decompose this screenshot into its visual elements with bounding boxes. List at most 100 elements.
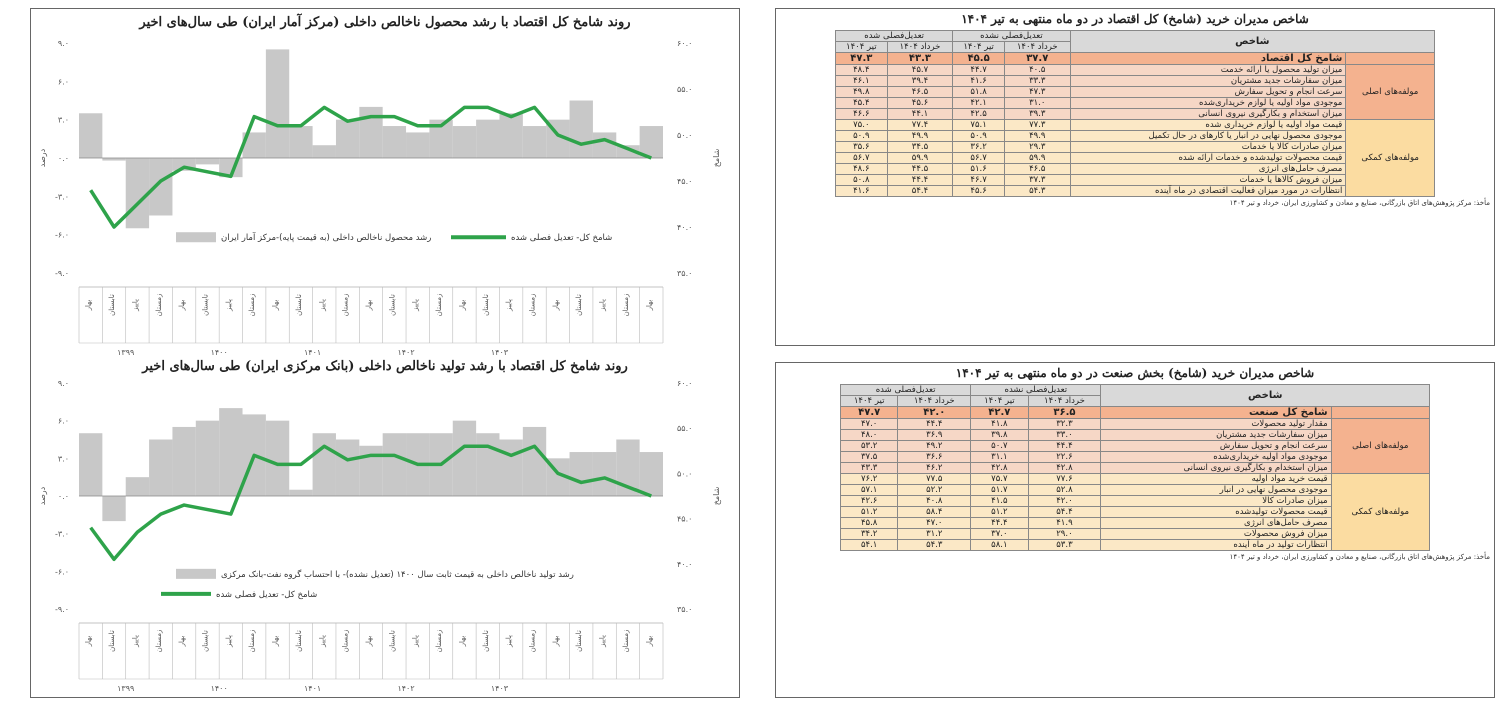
row-value: ۳۷.۰ [970,528,1029,540]
bar [172,426,196,496]
chart2-title: روند شامخ کل اقتصاد با رشد تولید ناخالص … [142,359,628,374]
left-tick-label: -۶.۰ [55,231,69,240]
row-value: ۴۲.۰ [1027,495,1102,507]
pmi-line [89,444,652,562]
row-value: ۵۴.۴ [886,185,954,197]
category-label: تابستان [201,294,209,316]
row-value: ۵۶.۷ [835,152,888,164]
total-label: شامخ کل صنعت [1100,406,1332,419]
row-value: ۴۲.۸ [970,462,1029,474]
row-value: ۴۹.۹ [1003,130,1071,142]
table1: شاخص تعدیل‌فصلی نشده تعدیل‌فصلی شده خرداد ۱… [834,30,1436,197]
year-label: ۱۴۰۱ [304,348,321,357]
row-value: ۴۰.۵ [1003,64,1071,76]
left-tick-label: -۳.۰ [55,530,69,539]
header-index: شاخص [1069,30,1436,53]
row-value: ۷۵.۱ [952,119,1005,131]
row-value: ۵۴.۳ [897,539,972,551]
row-label: میزان صادرات کالا یا خدمات [1069,141,1347,153]
category-label: زمستان [155,294,163,317]
row-value: ۴۸.۶ [835,163,888,175]
header-group: تعدیل‌فصلی نشده [952,30,1071,42]
row-label: قیمت خرید مواد اولیه [1100,473,1332,485]
right-tick-label: ۴۰.۰ [677,560,692,569]
row-value: ۴۱.۶ [952,75,1005,87]
category-label: تابستان [575,294,583,316]
category-label: تابستان [201,630,209,652]
right-tick-label: ۴۵.۰ [677,515,692,524]
row-value: ۵۱.۲ [839,506,899,518]
left-tick-label: -۶.۰ [55,567,69,576]
bar [79,433,103,496]
category-label: پاییز [225,635,233,648]
total-value: ۳۶.۵ [1027,406,1102,419]
category-label: بهار [645,636,653,648]
row-value: ۵۸.۱ [970,539,1029,551]
legend-line-label: شامخ کل- تعدیل فصلی شده [511,233,612,243]
group-main-components: مولفه‌های اصلی [1330,418,1431,474]
header-month: تیر ۱۴۰۴ [970,395,1029,407]
row-value: ۴۵.۴ [835,97,888,109]
row-value: ۴۶.۵ [886,86,954,98]
bar [476,433,500,496]
bar [265,420,290,496]
row-label: سرعت انجام و تحویل سفارش [1069,86,1347,98]
left-tick-label: -۳.۰ [55,192,69,201]
category-label: پاییز [599,299,607,312]
row-label: قیمت مواد اولیه یا لوازم خریداری شده [1069,119,1347,131]
bar [79,113,103,158]
row-value: ۳۳.۰ [1027,429,1102,441]
category-label: پاییز [318,299,326,312]
row-value: ۴۸.۰ [839,429,899,441]
row-label: موجودی مواد اولیه خریداری‌شده [1100,451,1332,463]
bar [382,433,407,496]
row-label: موجودی مواد اولیه یا لوازم خریداری‌شده [1069,97,1347,109]
category-label: پاییز [412,299,420,312]
row-value: ۵۲.۲ [897,484,972,496]
row-label: میزان سفارشات جدید مشتریان [1069,75,1347,87]
header-group: تعدیل‌فصلی نشده [970,384,1102,396]
total-value: ۴۵.۵ [952,52,1005,65]
bar [359,445,383,496]
row-label: مصرف حامل‌های انرژی [1100,517,1332,529]
left-axis-label: درصد [38,148,47,167]
row-value: ۵۲.۸ [1027,484,1102,496]
row-value: ۷۵.۷ [970,473,1029,485]
row-value: ۴۰.۸ [897,495,972,507]
year-label: ۱۴۰۳ [491,684,509,693]
row-value: ۴۷.۰ [839,418,899,430]
row-value: ۵۹.۹ [1003,152,1071,164]
row-value: ۷۵.۰ [835,119,888,131]
header-month: تیر ۱۴۰۴ [835,41,888,53]
row-label: میزان فروش محصولات [1100,528,1332,540]
left-tick-label: ۰.۰ [58,154,69,163]
row-value: ۵۷.۱ [839,484,899,496]
category-label: بهار [458,300,466,312]
row-label: سرعت انجام و تحویل سفارش [1100,440,1332,452]
charts-panel: روند شامخ کل اقتصاد با رشد محصول ناخالص … [30,8,740,698]
left-tick-label: -۹.۰ [55,269,69,278]
row-value: ۳۷.۳ [1003,174,1071,186]
category-label: بهار [178,636,186,648]
row-value: ۵۴.۱ [839,539,899,551]
bar [499,439,523,496]
bar [452,126,477,158]
group-aux-components: مولفه‌های کمکی [1330,473,1431,551]
table1-panel: شاخص مدیران خرید (شامخ) کل اقتصاد در دو … [775,8,1495,346]
total-value: ۴۲.۰ [897,406,972,419]
legend-line-label: شامخ کل- تعدیل فصلی شده [216,590,317,600]
row-value: ۵۱.۷ [970,484,1029,496]
left-axis-label: درصد [38,486,47,505]
table2: شاخص تعدیل‌فصلی نشده تعدیل‌فصلی شده خرداد ۱… [839,384,1431,551]
category-label: بهار [552,636,560,648]
category-label: پاییز [131,635,139,648]
row-value: ۴۹.۸ [835,86,888,98]
year-label: ۱۳۹۹ [117,348,134,357]
year-label: ۱۴۰۲ [397,684,414,693]
bar [265,49,290,159]
row-value: ۳۷.۵ [839,451,899,463]
header-month: خرداد ۱۴۰۴ [897,395,972,407]
right-tick-label: ۴۵.۰ [677,177,692,186]
row-value: ۳۳.۳ [1003,75,1071,87]
bar [312,145,336,158]
